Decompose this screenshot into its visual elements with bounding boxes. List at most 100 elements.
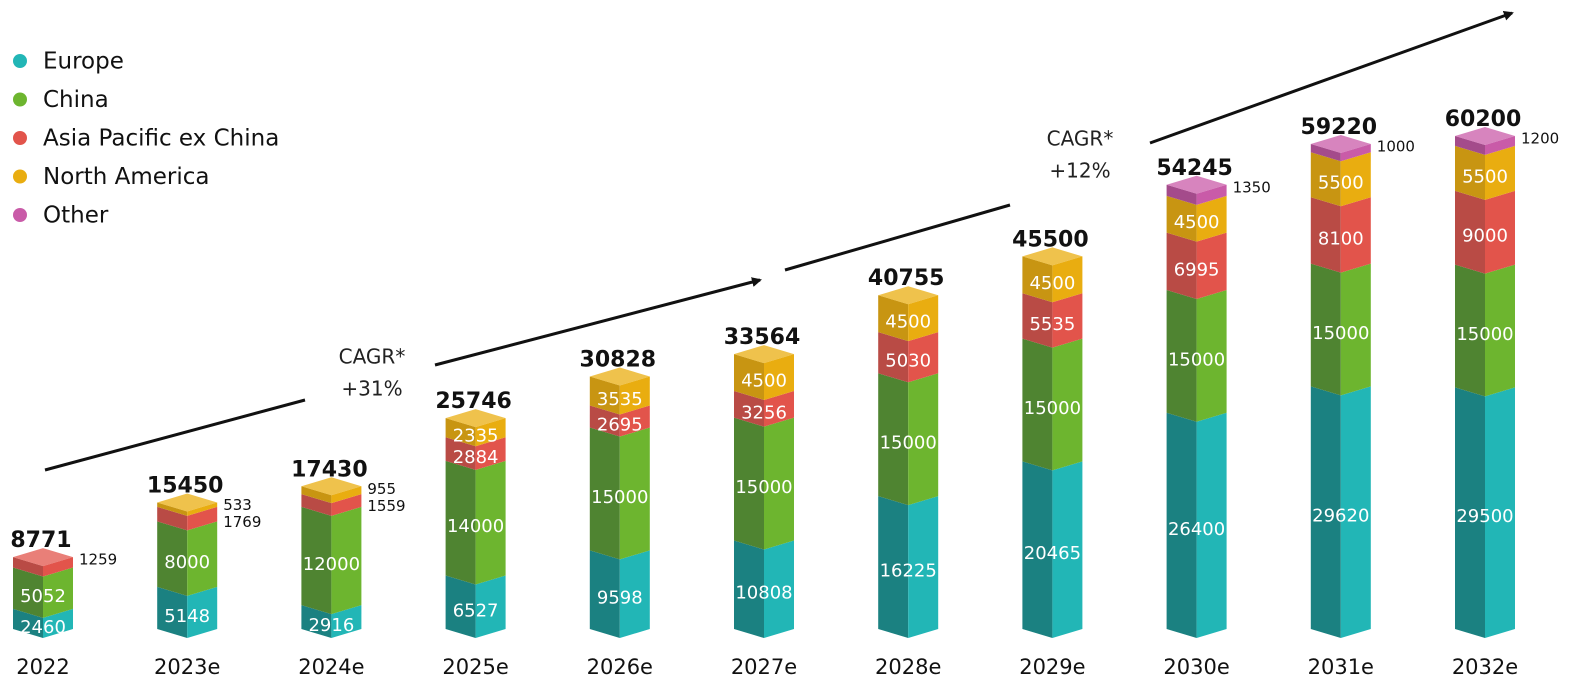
legend-label: China bbox=[43, 87, 109, 113]
bar-face-right bbox=[908, 496, 939, 638]
bar-segment bbox=[1455, 145, 1515, 200]
data-label: 2335 bbox=[453, 426, 499, 447]
bar-face-right bbox=[1052, 293, 1083, 348]
bar-face-right bbox=[475, 460, 506, 585]
bar-segment bbox=[1455, 264, 1515, 397]
data-label: 15000 bbox=[1024, 398, 1081, 419]
bar-segment bbox=[1166, 232, 1227, 299]
bar-top bbox=[1166, 175, 1227, 194]
bar-face-left bbox=[13, 567, 43, 618]
legend-swatch bbox=[13, 169, 27, 184]
bar-segment bbox=[589, 376, 650, 415]
bar-face-right bbox=[1485, 387, 1515, 638]
data-label: 15000 bbox=[591, 487, 648, 508]
bar-face-left bbox=[734, 390, 764, 427]
legend-label: Europe bbox=[43, 49, 124, 75]
data-label: 15000 bbox=[1168, 349, 1225, 370]
bar-segment bbox=[589, 427, 650, 560]
bar-face-left bbox=[878, 373, 909, 506]
data-label: 8100 bbox=[1318, 228, 1364, 249]
bar-face-left bbox=[445, 575, 476, 638]
trend-line bbox=[44, 398, 306, 472]
data-label: 5030 bbox=[885, 351, 931, 372]
bar-face-right bbox=[43, 567, 73, 618]
annotation: +31% bbox=[341, 377, 402, 401]
data-label: 10808 bbox=[735, 583, 792, 604]
total-label: 15450 bbox=[147, 473, 224, 498]
legend-label: Asia Pacific ex China bbox=[43, 126, 279, 152]
data-label: 1559 bbox=[367, 497, 405, 515]
bar-face-left bbox=[1455, 387, 1485, 638]
trend-arrow bbox=[434, 277, 762, 367]
bar-face-right bbox=[331, 494, 362, 516]
total-label: 25746 bbox=[435, 389, 512, 414]
bar-face-right bbox=[764, 540, 794, 638]
data-label: 9598 bbox=[597, 588, 643, 609]
data-label: 16225 bbox=[880, 561, 937, 582]
bar-face-left bbox=[734, 540, 764, 638]
bar-face-left bbox=[589, 376, 620, 415]
bar-top bbox=[157, 493, 218, 512]
bar-face-right bbox=[1340, 386, 1371, 638]
bar-segment bbox=[878, 295, 939, 342]
bar-top bbox=[878, 286, 939, 305]
legend-label: Other bbox=[43, 203, 109, 229]
legend-label: North America bbox=[43, 164, 210, 190]
bar-face-right bbox=[1196, 412, 1227, 638]
bar-face-right bbox=[1485, 264, 1515, 397]
x-tick-label: 2030e bbox=[1163, 655, 1229, 679]
data-label: 955 bbox=[367, 480, 396, 498]
bar-top bbox=[1455, 127, 1515, 145]
data-label: 15000 bbox=[1312, 323, 1369, 344]
bar-face-left bbox=[1455, 145, 1485, 200]
data-label: 4500 bbox=[741, 371, 787, 392]
bar-face-left bbox=[1310, 144, 1341, 162]
bar-face-left bbox=[1022, 293, 1053, 348]
bar-face-left bbox=[878, 332, 909, 383]
data-label: 1769 bbox=[223, 513, 261, 531]
data-label: 26400 bbox=[1168, 519, 1225, 540]
bar-face-left bbox=[301, 494, 332, 516]
bar-face-left bbox=[1166, 412, 1197, 638]
bar-segment bbox=[878, 496, 939, 638]
bar-face-left bbox=[589, 427, 620, 560]
bar-face-right bbox=[1340, 144, 1371, 162]
trend-arrow bbox=[1149, 10, 1514, 145]
total-label: 40755 bbox=[868, 266, 945, 291]
bar-face-left bbox=[445, 460, 476, 585]
annotation: +12% bbox=[1049, 159, 1110, 183]
bar-face-right bbox=[908, 332, 939, 383]
bar-face-right bbox=[1196, 289, 1227, 422]
bar-segment bbox=[157, 586, 218, 638]
total-label: 60200 bbox=[1445, 107, 1522, 132]
trend-line bbox=[784, 203, 1011, 272]
data-label: 533 bbox=[223, 496, 252, 514]
data-label: 15000 bbox=[880, 433, 937, 454]
bar-segment bbox=[445, 460, 506, 585]
bar-face-left bbox=[589, 550, 620, 638]
bar-face-right bbox=[1052, 338, 1083, 471]
x-tick-label: 2032e bbox=[1452, 655, 1518, 679]
total-label: 17430 bbox=[291, 457, 368, 482]
bar-face-left bbox=[878, 295, 909, 342]
bar-face-right bbox=[619, 405, 650, 437]
data-label: 14000 bbox=[447, 516, 504, 537]
bar-segment bbox=[1022, 256, 1083, 303]
bar-segment bbox=[301, 494, 362, 516]
bar-segment bbox=[157, 521, 218, 596]
bar-face-left bbox=[1166, 195, 1197, 242]
x-tick-label: 2026e bbox=[587, 655, 653, 679]
bar-face-left bbox=[1022, 338, 1053, 471]
bar-face-left bbox=[1455, 190, 1485, 274]
bar-segment bbox=[13, 567, 73, 618]
bar-face-left bbox=[734, 417, 764, 550]
total-label: 30828 bbox=[580, 348, 657, 373]
data-label: 5500 bbox=[1318, 173, 1364, 194]
bar-segment bbox=[1310, 144, 1371, 162]
bar-face-left bbox=[1022, 461, 1053, 638]
data-label: 1259 bbox=[79, 551, 117, 569]
bar-face-right bbox=[908, 373, 939, 506]
data-label: 29500 bbox=[1456, 506, 1513, 527]
bar-face-right bbox=[475, 437, 506, 470]
data-label: 2916 bbox=[308, 615, 354, 636]
